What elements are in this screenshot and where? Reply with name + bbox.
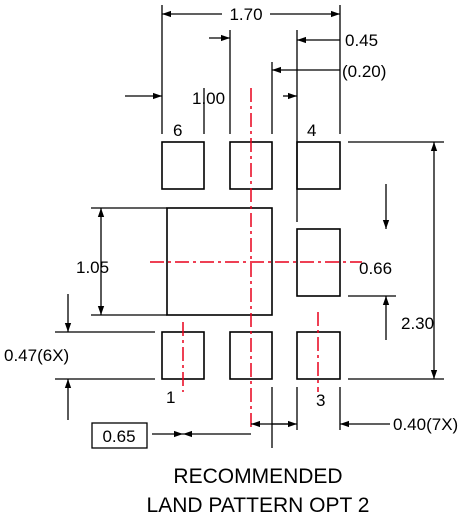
pin-1-label: 1 (166, 388, 175, 407)
caption-line-2: LAND PATTERN OPT 2 (147, 494, 370, 517)
caption-line-1: RECOMMENDED (173, 465, 342, 488)
pin-4-label: 4 (307, 121, 316, 140)
dim-inner-pitch: 1.00 (192, 89, 225, 108)
dim-pin-pitch: 0.65 (102, 427, 135, 446)
dim-pad-width-note: 0.40(7X) (393, 415, 458, 434)
extension-lines (55, 5, 444, 448)
pad-4 (296, 141, 341, 190)
pin-3-label: 3 (316, 391, 325, 410)
dim-width-total: 1.70 (229, 5, 262, 24)
pad-6 (161, 141, 205, 190)
centerlines (150, 88, 362, 430)
dim-height-total: 2.30 (401, 314, 434, 333)
dim-pad-gap-ref: (0.20) (342, 62, 386, 81)
dim-pin-pitch-box (91, 422, 148, 449)
pin-6-label: 6 (173, 121, 182, 140)
dim-pad-width: 0.45 (345, 31, 378, 50)
dim-center-pad-height: 1.05 (76, 258, 109, 277)
caption: RECOMMENDED LAND PATTERN OPT 2 (147, 465, 370, 517)
dim-pad-height-note: 0.47(6X) (4, 346, 69, 365)
dim-side-pad-height: 0.66 (359, 259, 392, 278)
dimension-labels: 1.70 0.45 (0.20) 1.00 1.05 0.66 2.30 0.4… (4, 5, 458, 449)
pin-labels: 6 4 1 3 (166, 121, 325, 410)
dimension-lines (64, 10, 438, 438)
